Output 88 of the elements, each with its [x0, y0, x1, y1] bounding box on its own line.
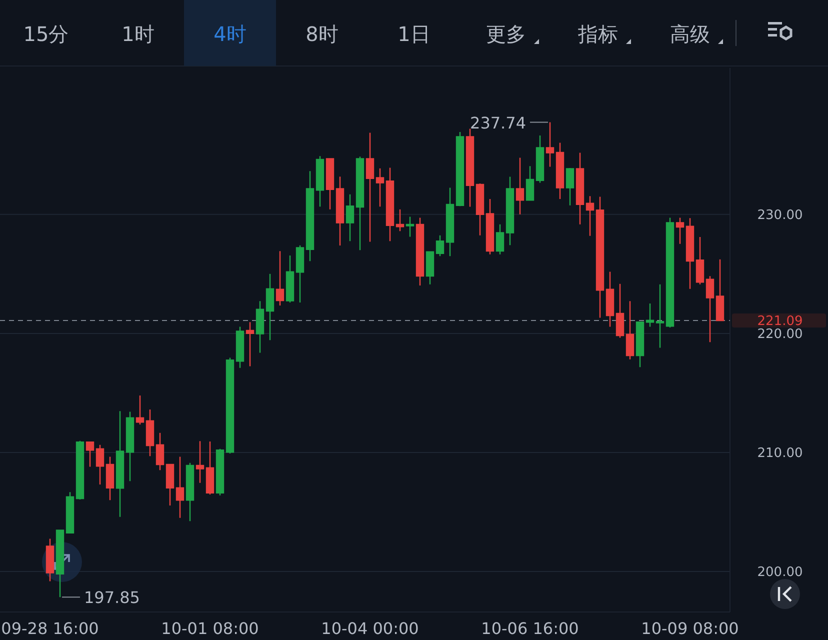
x-tick-label: 10-06 16:00	[481, 619, 579, 638]
ref-line-label: 221.09	[757, 314, 803, 329]
text: 15分	[23, 22, 69, 46]
candlestick	[176, 456, 184, 518]
x-tick-label: 10-04 00:00	[321, 619, 419, 638]
candlestick	[426, 250, 434, 286]
candlestick	[356, 156, 364, 251]
candlestick	[716, 258, 724, 322]
candlestick	[346, 194, 354, 242]
candlestick	[446, 187, 454, 257]
candlestick	[126, 411, 134, 482]
candlestick	[196, 440, 204, 484]
candlestick	[536, 134, 544, 184]
candlestick	[306, 170, 314, 262]
candlestick	[686, 218, 694, 290]
candlestick	[166, 464, 174, 506]
candlestick	[706, 275, 714, 343]
text: 指标	[577, 22, 618, 46]
candlestick	[436, 234, 444, 257]
y-tick-label: 230.00	[757, 208, 803, 223]
candlestick	[216, 448, 224, 496]
candlestick	[396, 208, 404, 232]
text: 1日	[398, 22, 430, 46]
candlestick	[496, 224, 504, 256]
candlestick	[696, 236, 704, 286]
candlestick	[326, 158, 334, 210]
candlestick	[76, 440, 84, 500]
candlestick	[86, 441, 94, 468]
x-tick-label: 09-28 16:00	[1, 619, 99, 638]
candlestick	[676, 217, 684, 244]
candlestick	[556, 142, 564, 200]
x-tick-label: 10-01 08:00	[161, 619, 259, 638]
candlestick	[506, 176, 514, 246]
candlestick	[56, 529, 64, 598]
text: 高级	[670, 22, 710, 46]
candlestick	[476, 182, 484, 236]
candlestick	[376, 168, 384, 208]
candlestick	[586, 195, 594, 236]
candlestick	[636, 322, 644, 368]
y-tick-label: 210.00	[757, 446, 803, 461]
candlestick	[186, 462, 194, 522]
candlestick	[576, 152, 584, 226]
candlestick	[466, 128, 474, 208]
candlestick	[516, 157, 524, 216]
candlestick	[146, 408, 154, 457]
text: 1时	[122, 22, 154, 46]
y-tick-label: 220.00	[757, 326, 803, 342]
candlestick	[386, 167, 394, 242]
candlestick	[136, 394, 144, 426]
candlestick	[526, 165, 534, 201]
text: 8时	[306, 22, 338, 46]
candlestick	[276, 250, 284, 306]
candlestick	[66, 492, 74, 534]
candlestick	[566, 167, 574, 206]
candlestick	[256, 300, 264, 354]
candlestick	[416, 217, 424, 286]
text: 更多	[486, 22, 526, 46]
candlestick	[286, 254, 294, 304]
annotation: 197.85	[84, 588, 140, 608]
text: 4时	[214, 22, 246, 46]
candlestick	[366, 132, 374, 242]
candlestick	[456, 131, 464, 207]
candlestick	[206, 440, 214, 496]
candlestick	[316, 155, 324, 208]
candlestick	[656, 284, 664, 348]
candlestick	[546, 122, 554, 168]
candlestick	[336, 176, 344, 246]
candlestick	[116, 410, 124, 518]
annotation: 237.74	[470, 113, 526, 132]
candlestick	[626, 300, 634, 360]
y-tick-label: 200.00	[757, 565, 803, 580]
candlestick	[646, 302, 654, 328]
candlestick	[616, 283, 624, 338]
candlestick	[236, 326, 244, 368]
candlestick	[666, 217, 674, 328]
candlestick	[246, 322, 254, 367]
candlestick	[296, 244, 304, 304]
candlestick	[96, 444, 104, 486]
candlestick	[46, 538, 54, 582]
candlestick	[596, 196, 604, 318]
candlestick	[226, 357, 234, 454]
candlestick	[156, 432, 164, 471]
candlestick	[406, 216, 414, 238]
candlestick	[486, 198, 494, 256]
candlestick	[266, 273, 274, 341]
x-tick-label: 10-09 08:00	[641, 619, 739, 638]
candlestick	[606, 271, 614, 328]
candlestick	[106, 456, 114, 501]
